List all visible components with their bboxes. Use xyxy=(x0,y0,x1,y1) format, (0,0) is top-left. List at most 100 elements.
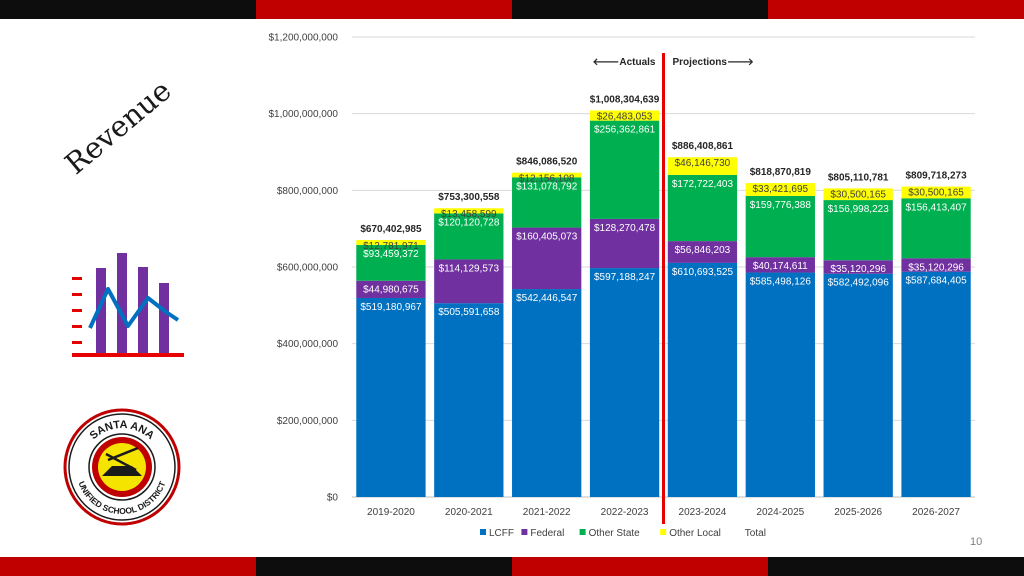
bar-segment-lcff xyxy=(434,303,504,497)
data-label: $597,188,247 xyxy=(594,272,656,283)
bar-segment-other-local xyxy=(667,157,738,175)
bar-segment-federal xyxy=(434,259,504,304)
data-label: $26,483,053 xyxy=(597,111,653,122)
bar-segment-other-state xyxy=(589,120,660,219)
bar-segment-other-local xyxy=(356,240,426,245)
data-label: $519,180,967 xyxy=(360,302,422,313)
bar-segment-federal xyxy=(356,280,426,298)
bar-segment-other-local xyxy=(589,110,660,121)
total-label: $805,110,781 xyxy=(828,172,889,183)
total-label: $670,402,985 xyxy=(360,224,422,235)
data-label: $156,413,407 xyxy=(905,202,967,213)
bar-segment-other-local xyxy=(434,208,504,214)
data-label: $30,500,165 xyxy=(908,188,964,199)
actuals-annotation: 🡐Actuals xyxy=(593,57,656,68)
top-color-strip xyxy=(0,0,1024,19)
data-label: $160,405,073 xyxy=(516,232,578,243)
x-tick-label: 2021-2022 xyxy=(523,507,571,518)
x-tick-label: 2022-2023 xyxy=(601,507,649,518)
bar-segment-other-state xyxy=(901,198,971,259)
bar-segment-other-state xyxy=(823,200,893,261)
x-tick-label: 2020-2021 xyxy=(445,507,493,518)
total-label: $809,718,273 xyxy=(905,171,967,182)
bar-segment-other-local xyxy=(823,188,893,201)
data-label: $35,120,296 xyxy=(908,262,964,273)
bar-segment-other-local xyxy=(512,172,582,178)
bar-segment-other-local xyxy=(901,186,971,199)
bar-segment-lcff xyxy=(667,262,738,497)
bar-segment-federal xyxy=(745,257,815,273)
district-seal-logo: SANTA ANA UNIFIED SCHOOL DISTRICT xyxy=(63,408,181,526)
y-tick-label: $600,000,000 xyxy=(277,263,339,274)
total-label: $753,300,558 xyxy=(438,192,500,203)
data-label: $587,684,405 xyxy=(905,276,967,287)
x-tick-label: 2023-2024 xyxy=(679,507,727,518)
total-label: $846,086,520 xyxy=(516,157,578,168)
data-label: $159,776,388 xyxy=(750,200,812,211)
bar-segment-lcff xyxy=(823,273,893,497)
bar-segment-other-state xyxy=(512,177,582,228)
data-label: $582,492,096 xyxy=(828,278,890,289)
data-label: $114,129,573 xyxy=(439,263,500,274)
bar-segment-other-local xyxy=(745,183,815,196)
bar-segment-other-state xyxy=(434,213,504,260)
data-label: $56,846,203 xyxy=(675,245,731,256)
y-tick-label: $1,200,000,000 xyxy=(268,33,338,44)
bar-segment-lcff xyxy=(745,272,815,497)
bar-segment-federal xyxy=(667,241,738,263)
data-label: $172,722,403 xyxy=(672,179,734,190)
x-tick-label: 2024-2025 xyxy=(756,507,804,518)
bar-segment-federal xyxy=(901,258,971,272)
data-label: $12,156,108 xyxy=(519,174,575,185)
data-label: $33,421,695 xyxy=(753,184,809,195)
legend-swatch xyxy=(660,529,667,535)
data-label: $30,500,165 xyxy=(830,189,886,200)
data-label: $12,781,971 xyxy=(363,241,419,252)
data-label: $128,270,478 xyxy=(594,223,656,234)
bar-segment-lcff xyxy=(901,271,971,497)
bar-segment-lcff xyxy=(356,297,426,497)
x-tick-label: 2025-2026 xyxy=(834,507,882,518)
y-tick-label: $400,000,000 xyxy=(277,339,339,350)
data-label: $13,458,599 xyxy=(441,209,497,220)
data-label: $35,120,296 xyxy=(830,264,886,275)
data-label: $256,362,861 xyxy=(594,125,656,136)
bar-chart-icon xyxy=(72,253,184,357)
bar-segment-lcff xyxy=(512,289,582,497)
data-label: $120,120,728 xyxy=(438,217,500,228)
bar-segment-federal xyxy=(589,218,660,269)
y-tick-label: $0 xyxy=(327,493,339,504)
legend-label: Federal xyxy=(530,528,564,539)
legend-label: LCFF xyxy=(489,528,514,539)
legend-swatch xyxy=(480,529,486,535)
legend-label: Other Local xyxy=(669,528,721,539)
data-label: $40,174,611 xyxy=(753,261,808,272)
page-number: 10 xyxy=(970,536,983,548)
data-label: $46,146,730 xyxy=(675,158,731,169)
data-label: $585,498,126 xyxy=(750,277,812,288)
total-label: $886,408,861 xyxy=(672,141,734,152)
x-tick-label: 2026-2027 xyxy=(912,507,960,518)
projections-annotation: Projections🡒 xyxy=(673,57,754,68)
bar-segment-other-state xyxy=(356,244,426,281)
data-label: $44,980,675 xyxy=(363,285,419,296)
legend-swatch xyxy=(579,529,586,535)
y-tick-label: $800,000,000 xyxy=(277,186,339,197)
total-label: $1,008,304,639 xyxy=(590,94,660,105)
x-tick-label: 2019-2020 xyxy=(367,507,415,518)
total-label: $818,870,819 xyxy=(750,167,812,178)
legend-label: Other State xyxy=(589,528,641,539)
bottom-color-strip xyxy=(0,557,1024,576)
data-label: $131,078,792 xyxy=(516,181,578,192)
legend-label: Total xyxy=(745,528,766,539)
data-label: $156,998,223 xyxy=(828,204,890,215)
y-tick-label: $1,000,000,000 xyxy=(268,109,338,120)
data-label: $505,591,658 xyxy=(438,307,500,318)
data-label: $542,446,547 xyxy=(516,293,578,304)
bar-segment-federal xyxy=(823,260,893,274)
bar-segment-lcff xyxy=(589,268,660,497)
bar-segment-federal xyxy=(512,227,582,290)
legend-swatch xyxy=(521,529,528,535)
data-label: $610,693,525 xyxy=(672,267,734,278)
